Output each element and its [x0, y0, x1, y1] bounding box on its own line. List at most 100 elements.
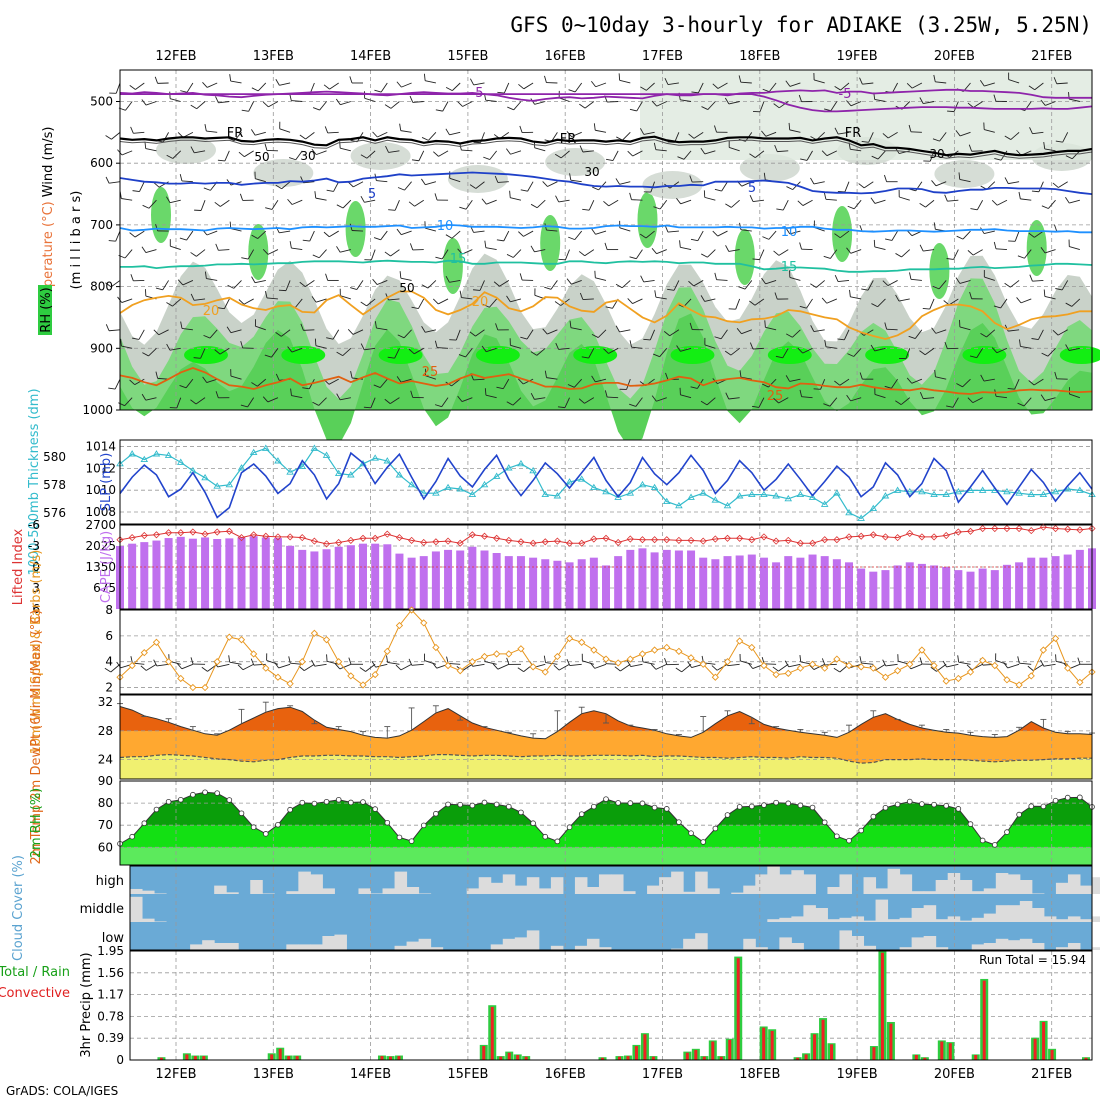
upper-air-wind-barb-flag — [1004, 135, 1012, 140]
cloud-level-high: high — [96, 874, 124, 889]
upper-air-wind-barb — [680, 394, 692, 399]
rh-patch-saturated — [670, 346, 715, 364]
lifted-index-point — [845, 533, 853, 541]
upper-air-wind-barb-flag — [799, 305, 807, 309]
upper-air-wind-barb — [176, 397, 182, 409]
lifted-index-point — [310, 537, 318, 545]
precip-convective-bar — [388, 1056, 392, 1060]
upper-air-wind-barb — [728, 101, 740, 105]
upper-air-wind-barb — [271, 199, 279, 210]
upper-air-wind-barb-flag — [823, 255, 831, 259]
upper-air-wind-barb — [523, 230, 534, 237]
upper-air-wind-barb-flag — [724, 97, 730, 105]
upper-air-wind-barb — [121, 198, 133, 201]
lifted-index-point — [213, 528, 221, 536]
rh2m-grid — [120, 781, 1092, 865]
isotherm-label: 25 — [767, 389, 784, 404]
upper-air-wind-barb-flag — [993, 94, 997, 102]
rh2m-point — [433, 810, 439, 817]
cloud-high-segment — [935, 880, 949, 894]
upper-air-wind-barb-flag — [821, 297, 828, 304]
upper-air-wind-barb-flag — [1004, 177, 1009, 184]
upper-air-wind-barb-flag — [627, 150, 634, 157]
lifted-index-point — [420, 538, 428, 547]
lifted-index-point — [906, 529, 914, 537]
precip-convective-bar — [914, 1054, 918, 1060]
upper-air-wind-barb — [632, 150, 643, 157]
thickness-point — [529, 466, 537, 474]
upper-air-wind-barb-flag — [1004, 282, 1011, 288]
lifted-index-point — [395, 534, 404, 542]
date-label-bottom: 14FEB — [350, 1067, 391, 1082]
cloud-low-segment — [394, 945, 408, 950]
upper-air-wind-barb-flag — [108, 387, 116, 390]
wind10m-barb — [582, 660, 594, 665]
cloud-low-segment — [190, 944, 203, 950]
lifted-index-point — [359, 534, 367, 542]
upper-air-wind-barb — [315, 345, 327, 349]
upper-air-wind-barb-flag — [1031, 190, 1039, 193]
upper-air-wind-barb — [219, 347, 230, 355]
cape-bar — [662, 549, 671, 609]
rh2m-point — [846, 837, 852, 844]
cloud-high-segment — [875, 888, 889, 894]
upper-air-wind-barb — [972, 397, 983, 404]
cape-bar — [261, 537, 270, 609]
lifted-index-tick-label: 3 — [32, 581, 40, 595]
upper-air-wind-barb — [735, 298, 741, 310]
upper-air-wind-barb-flag — [350, 371, 353, 379]
cape-bar — [273, 538, 282, 609]
cloud-middle-segment — [827, 919, 840, 922]
lifted-index-point — [1076, 526, 1084, 534]
upper-air-wind-barb-flag — [557, 406, 565, 409]
wind10m-barb — [788, 663, 801, 668]
date-label-top: 18FEB — [739, 49, 780, 64]
upper-air-wind-barb-flag — [251, 382, 258, 387]
upper-air-wind-barb — [449, 177, 461, 183]
wind10m-barb-flag — [614, 666, 621, 672]
upper-air-wind-barb-flag — [919, 244, 924, 252]
upper-air-wind-barb — [758, 397, 765, 408]
rh2m-point — [335, 796, 342, 803]
upper-air-wind-barb-flag — [591, 375, 596, 383]
wind10m-speed-point — [687, 654, 695, 662]
wind10m-speed-point — [1003, 676, 1011, 684]
upper-air-wind-barb — [935, 329, 947, 334]
upper-air-wind-barb-flag — [764, 320, 766, 328]
upper-air-wind-barb — [1034, 82, 1044, 91]
upper-air-wind-barb — [376, 280, 388, 285]
thickness-point — [164, 451, 173, 458]
upper-air-wind-barb-flag — [396, 376, 402, 383]
cloud-low-segment — [1092, 947, 1100, 950]
upper-air-wind-barb-flag — [435, 256, 443, 260]
upper-air-wind-barb — [789, 129, 801, 133]
upper-air-wind-barb — [473, 230, 485, 233]
upper-air-wind-barb-flag — [749, 153, 756, 159]
cloud-middle-segment — [839, 917, 852, 922]
wind10m-speed-point — [565, 634, 574, 643]
upper-air-wind-barb — [973, 101, 983, 108]
upper-air-wind-barb — [597, 329, 607, 338]
cloud-low-segment — [923, 936, 937, 950]
upper-air-wind-barb — [340, 295, 351, 300]
wind10m-speed-point — [1039, 646, 1048, 654]
cloud-middle-segment — [995, 905, 1009, 922]
cape-bar — [990, 570, 999, 609]
upper-air-wind-barb — [437, 347, 449, 349]
cloud-low-segment — [743, 938, 756, 950]
upper-air-wind-barb — [1010, 280, 1020, 288]
upper-air-wind-barb-flag — [761, 383, 769, 388]
thickness-point — [249, 448, 258, 456]
upper-air-wind-barb-flag — [373, 384, 381, 388]
lifted-index-point — [602, 534, 610, 542]
wind10m-barb-flag — [130, 656, 133, 664]
wind10m-barb — [910, 663, 923, 670]
rh-patch-saturated — [962, 346, 1007, 364]
upper-air-wind-barb-flag — [226, 326, 232, 333]
upper-air-wind-barb — [162, 132, 169, 143]
upper-air-wind-barb — [910, 131, 922, 133]
rh2m-point — [785, 800, 792, 807]
upper-air-wind-barb-flag — [396, 228, 402, 235]
lifted-index-point — [784, 536, 792, 544]
precip-convective-bar — [634, 1046, 638, 1060]
